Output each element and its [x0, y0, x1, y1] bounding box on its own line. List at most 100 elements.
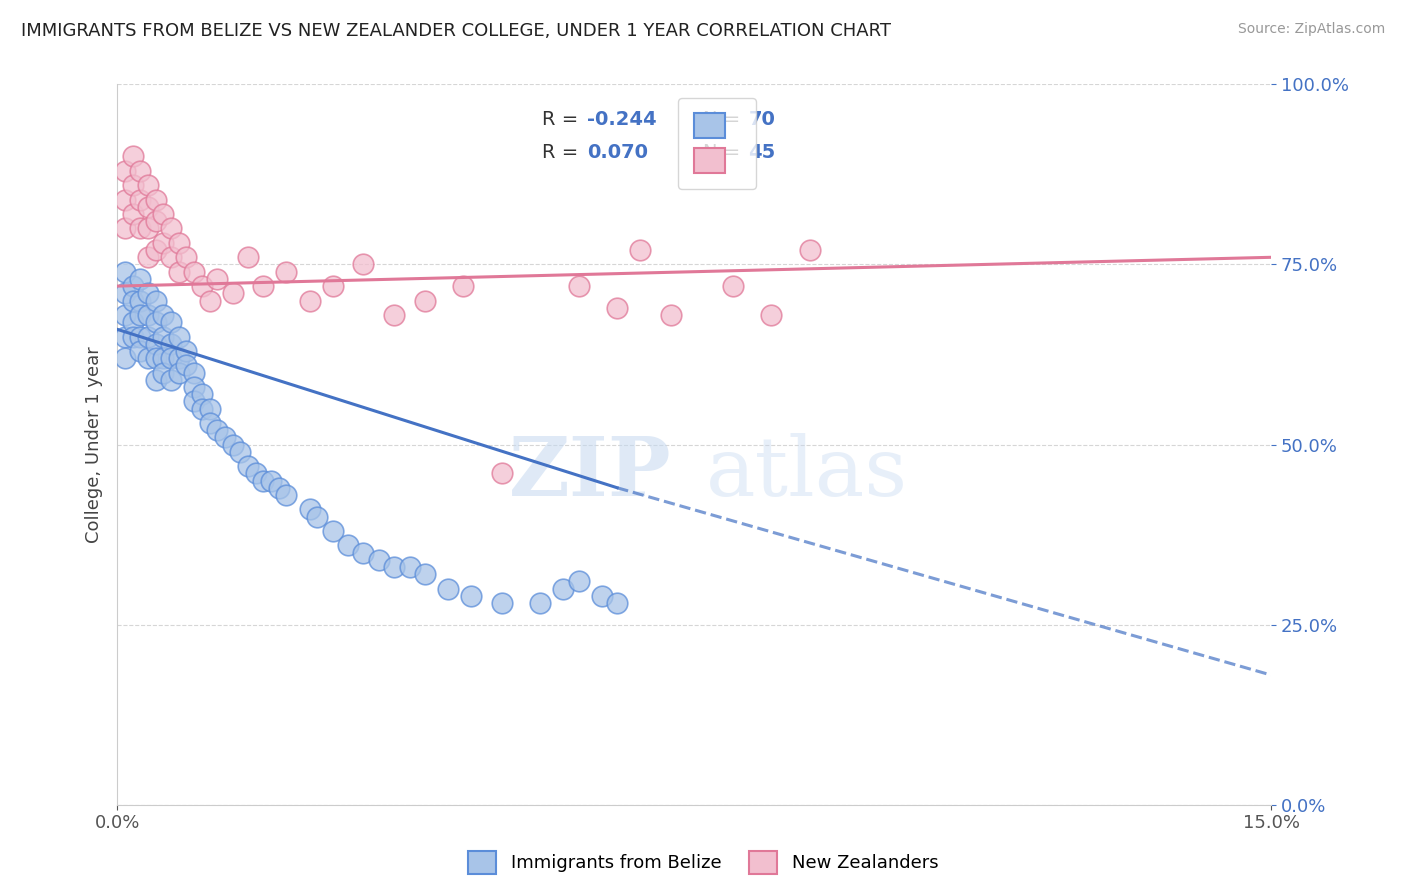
Point — [460, 589, 482, 603]
Point — [136, 308, 159, 322]
Point — [568, 279, 591, 293]
Point — [136, 221, 159, 235]
Point — [398, 560, 420, 574]
Point — [236, 250, 259, 264]
Point — [114, 193, 136, 207]
Point — [352, 258, 374, 272]
Point — [382, 308, 405, 322]
Point — [121, 207, 143, 221]
Text: 70: 70 — [748, 110, 775, 128]
Point — [336, 538, 359, 552]
Point — [145, 193, 167, 207]
Point — [121, 149, 143, 163]
Point — [659, 308, 682, 322]
Point — [252, 474, 274, 488]
Point — [191, 401, 214, 416]
Point — [160, 373, 183, 387]
Y-axis label: College, Under 1 year: College, Under 1 year — [86, 346, 103, 543]
Text: R =: R = — [541, 110, 585, 128]
Point — [152, 351, 174, 365]
Legend: Immigrants from Belize, New Zealanders: Immigrants from Belize, New Zealanders — [458, 842, 948, 883]
Text: 0.070: 0.070 — [586, 143, 648, 161]
Point — [136, 178, 159, 193]
Point — [260, 474, 283, 488]
Point — [298, 293, 321, 308]
Point — [205, 272, 228, 286]
Point — [606, 301, 628, 315]
Point — [367, 553, 389, 567]
Point — [136, 286, 159, 301]
Text: IMMIGRANTS FROM BELIZE VS NEW ZEALANDER COLLEGE, UNDER 1 YEAR CORRELATION CHART: IMMIGRANTS FROM BELIZE VS NEW ZEALANDER … — [21, 22, 891, 40]
Point — [191, 279, 214, 293]
Point — [136, 250, 159, 264]
Text: N =: N = — [703, 110, 747, 128]
Text: N =: N = — [703, 143, 747, 161]
Text: ZIP: ZIP — [509, 434, 671, 514]
Point — [129, 329, 152, 343]
Text: R =: R = — [541, 143, 591, 161]
Point — [221, 437, 243, 451]
Point — [121, 293, 143, 308]
Point — [167, 329, 190, 343]
Text: -0.244: -0.244 — [586, 110, 657, 128]
Point — [152, 235, 174, 250]
Point — [183, 394, 205, 409]
Point — [276, 488, 298, 502]
Point — [121, 315, 143, 329]
Point — [759, 308, 782, 322]
Point — [529, 596, 551, 610]
Point — [553, 582, 575, 596]
Point — [205, 423, 228, 437]
Legend: , : , — [678, 98, 756, 188]
Point — [606, 596, 628, 610]
Point — [114, 164, 136, 178]
Point — [176, 250, 198, 264]
Point — [229, 444, 252, 458]
Point — [413, 567, 436, 582]
Point — [437, 582, 460, 596]
Point — [160, 315, 183, 329]
Point — [114, 265, 136, 279]
Point — [121, 178, 143, 193]
Point — [322, 279, 344, 293]
Point — [413, 293, 436, 308]
Point — [245, 467, 267, 481]
Point — [799, 243, 821, 257]
Point — [160, 336, 183, 351]
Point — [136, 351, 159, 365]
Point — [198, 293, 221, 308]
Point — [167, 235, 190, 250]
Point — [382, 560, 405, 574]
Point — [114, 308, 136, 322]
Point — [491, 467, 513, 481]
Point — [721, 279, 744, 293]
Point — [145, 373, 167, 387]
Point — [183, 380, 205, 394]
Point — [183, 366, 205, 380]
Point — [129, 193, 152, 207]
Point — [114, 329, 136, 343]
Point — [114, 351, 136, 365]
Point — [252, 279, 274, 293]
Point — [167, 265, 190, 279]
Point — [198, 401, 221, 416]
Point — [145, 214, 167, 228]
Point — [167, 351, 190, 365]
Point — [298, 502, 321, 516]
Point — [145, 336, 167, 351]
Point — [145, 315, 167, 329]
Point — [114, 221, 136, 235]
Point — [129, 308, 152, 322]
Point — [129, 293, 152, 308]
Text: Source: ZipAtlas.com: Source: ZipAtlas.com — [1237, 22, 1385, 37]
Point — [129, 164, 152, 178]
Point — [198, 416, 221, 430]
Point — [267, 481, 290, 495]
Point — [114, 286, 136, 301]
Point — [167, 366, 190, 380]
Point — [129, 343, 152, 358]
Text: atlas: atlas — [706, 434, 908, 514]
Point — [129, 221, 152, 235]
Point — [591, 589, 613, 603]
Point — [121, 329, 143, 343]
